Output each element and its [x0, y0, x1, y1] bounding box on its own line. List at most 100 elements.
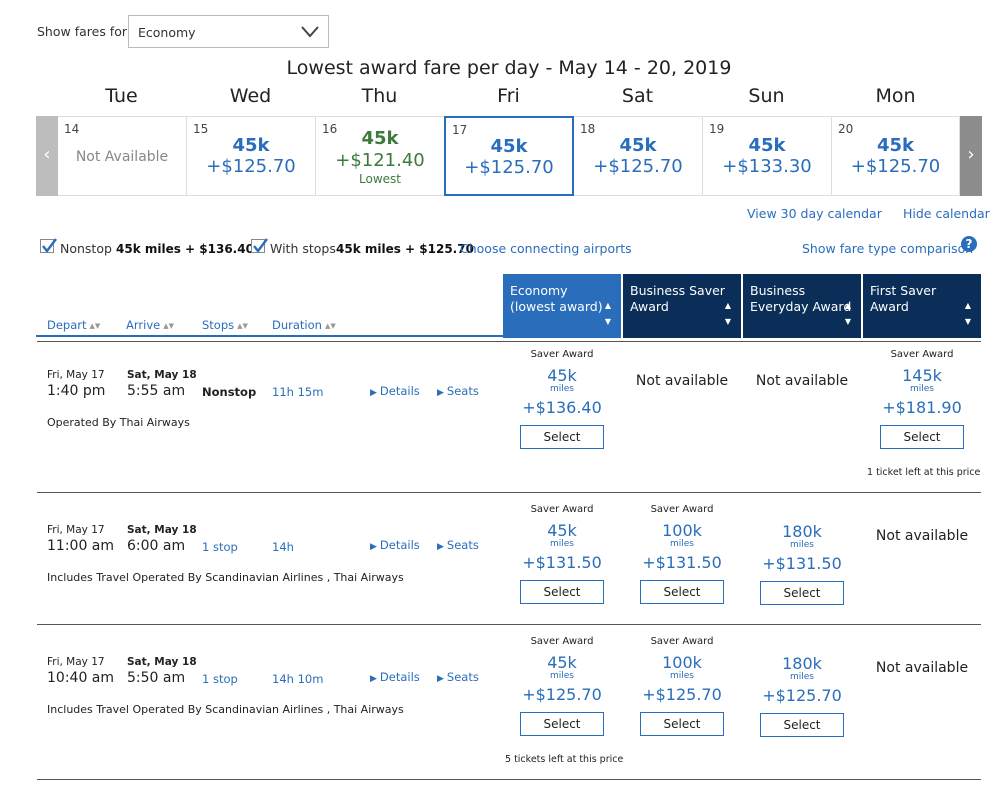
select-button[interactable]: Select	[880, 425, 964, 449]
award-type	[743, 636, 861, 648]
select-button[interactable]: Select	[520, 425, 604, 449]
calendar-day-15[interactable]: 15 45k +$125.70	[187, 116, 316, 196]
sort-arrive[interactable]: Arrive ▲▼	[126, 318, 174, 332]
col-header-line2: Everyday Award	[750, 299, 852, 314]
fare-class-select[interactable]: Economy	[128, 15, 329, 48]
calendar-day-14: 14 Not Available	[58, 116, 187, 196]
award-miles: 45k	[547, 521, 577, 540]
fare-economy: Saver Award 45k miles +$131.50 Select	[503, 504, 621, 604]
nonstop-label: Nonstop	[60, 241, 112, 256]
award-price: +$136.40	[522, 398, 602, 417]
award-miles: 45k	[547, 366, 577, 385]
nonstop-checkbox[interactable]	[40, 238, 57, 253]
fare-business-everyday: 180k miles +$125.70 Select	[743, 636, 861, 737]
day-number: 14	[64, 122, 80, 136]
duration-value: 14h	[272, 540, 294, 554]
arrive-date: Sat, May 18	[127, 656, 197, 668]
calendar-prev-button[interactable]: ‹	[36, 116, 58, 196]
sort-stops[interactable]: Stops ▲▼	[202, 318, 248, 332]
day-name: Tue	[105, 85, 138, 107]
select-button[interactable]: Select	[760, 713, 844, 737]
depart-date: Fri, May 17	[47, 524, 105, 536]
fare-business-everyday: 180k miles +$131.50 Select	[743, 504, 861, 605]
row-divider	[37, 624, 981, 625]
col-business-saver-header[interactable]: Business Saver Award ▲ ▼	[623, 274, 741, 338]
col-first-saver-header[interactable]: First Saver Award ▲ ▼	[863, 274, 981, 338]
col-business-everyday-header[interactable]: Business Everyday Award ▲ ▼	[743, 274, 861, 338]
award-price: +$125.70	[522, 685, 602, 704]
show-fares-label: Show fares for	[37, 24, 127, 39]
day-name: Wed	[229, 85, 272, 107]
award-type	[743, 504, 861, 516]
miles-unit: miles	[550, 384, 574, 394]
details-label: Details	[379, 538, 420, 552]
day-miles: 45k	[361, 128, 399, 149]
day-number: 18	[580, 122, 596, 136]
calendar-day-19[interactable]: 19 45k +$133.30	[703, 116, 832, 196]
select-button[interactable]: Select	[520, 580, 604, 604]
seats-link[interactable]: ▶ Seats	[437, 384, 479, 398]
sort-duration-label: Duration	[272, 318, 322, 332]
award-type: Saver Award	[650, 636, 714, 647]
day-miles: 45k	[876, 135, 915, 156]
stops-value[interactable]: 1 stop	[202, 672, 238, 686]
duration-value: 14h 10m	[272, 672, 324, 686]
col-header-line2: (lowest award)	[510, 299, 603, 314]
with-stops-checkbox[interactable]	[251, 238, 268, 253]
sort-arrive-label: Arrive	[126, 318, 161, 332]
hide-calendar-link[interactable]: Hide calendar	[903, 206, 990, 221]
sort-duration[interactable]: Duration ▲▼	[272, 318, 336, 332]
row-divider	[37, 492, 981, 493]
choose-connecting-airports-link[interactable]: Choose connecting airports	[460, 241, 632, 256]
select-button[interactable]: Select	[760, 581, 844, 605]
award-type: Saver Award	[530, 349, 594, 360]
calendar-day-16[interactable]: 16 45k +$121.40 Lowest	[316, 116, 445, 196]
show-fare-comparison-link[interactable]: Show fare type comparison	[802, 241, 974, 256]
col-economy-header[interactable]: Economy (lowest award) ▲ ▼	[503, 274, 621, 338]
calendar-next-button[interactable]: ›	[960, 116, 982, 196]
depart-date: Fri, May 17	[47, 656, 105, 668]
seats-link[interactable]: ▶ Seats	[437, 670, 479, 684]
view-30-day-link[interactable]: View 30 day calendar	[747, 206, 882, 221]
stops-value[interactable]: 1 stop	[202, 540, 238, 554]
chevron-down-icon	[301, 26, 319, 38]
depart-date: Fri, May 17	[47, 369, 105, 381]
day-name: Thu	[361, 85, 398, 107]
seats-label: Seats	[446, 670, 479, 684]
sort-icon: ▲▼	[163, 322, 174, 330]
arrive-date: Sat, May 18	[127, 524, 197, 536]
seats-label: Seats	[446, 384, 479, 398]
help-icon[interactable]: ?	[961, 236, 977, 252]
operated-by: Includes Travel Operated By Scandinavian…	[47, 571, 404, 584]
details-label: Details	[379, 670, 420, 684]
caret-right-icon: ▶	[370, 542, 377, 552]
sort-depart[interactable]: Depart ▲▼	[47, 318, 100, 332]
day-number: 20	[838, 122, 854, 136]
details-link[interactable]: ▶ Details	[370, 538, 420, 552]
miles-unit: miles	[550, 539, 574, 549]
select-button[interactable]: Select	[640, 712, 724, 736]
calendar-day-18[interactable]: 18 45k +$125.70	[574, 116, 703, 196]
seats-link[interactable]: ▶ Seats	[437, 538, 479, 552]
sort-icon: ▲▼	[324, 322, 336, 330]
day-number: 19	[709, 122, 725, 136]
select-button[interactable]: Select	[640, 580, 724, 604]
select-button[interactable]: Select	[520, 712, 604, 736]
arrive-time: 5:55 am	[127, 383, 186, 399]
calendar-title: Lowest award fare per day - May 14 - 20,…	[286, 57, 732, 79]
arrive-date: Sat, May 18	[127, 369, 197, 381]
caret-right-icon: ▶	[370, 388, 377, 398]
calendar-day-17-selected[interactable]: 17 45k +$125.70	[444, 116, 574, 196]
col-header-line1: First Saver Award	[870, 283, 937, 314]
day-price: +$125.70	[850, 156, 941, 177]
details-link[interactable]: ▶ Details	[370, 670, 420, 684]
details-link[interactable]: ▶ Details	[370, 384, 420, 398]
seats-left-note: 1 ticket left at this price	[867, 467, 981, 478]
award-price: +$181.90	[882, 398, 962, 417]
award-miles: 145k	[902, 366, 942, 385]
calendar-day-20[interactable]: 20 45k +$125.70	[832, 116, 960, 196]
depart-time: 10:40 am	[47, 670, 115, 686]
row-divider	[37, 341, 981, 342]
day-miles: 45k	[232, 135, 270, 156]
checkmark-icon	[42, 238, 57, 253]
